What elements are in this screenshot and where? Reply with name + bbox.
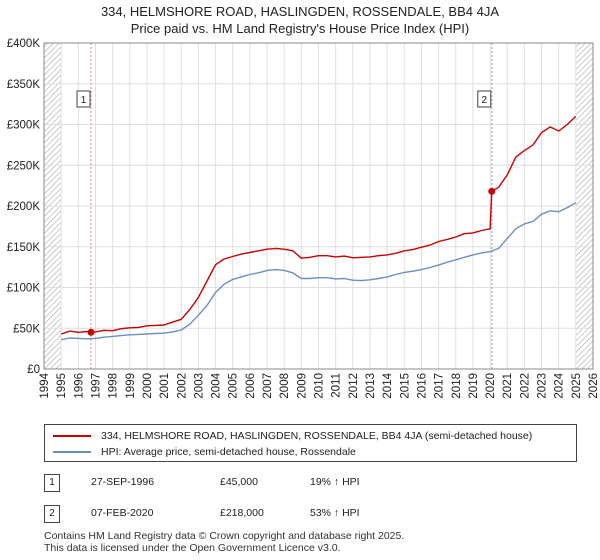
footer-copyright: Contains HM Land Registry data © Crown c… bbox=[44, 530, 405, 542]
sale-label: 2 bbox=[481, 95, 487, 106]
transaction-price: £218,000 bbox=[220, 507, 264, 519]
x-tick-label: 2010 bbox=[314, 373, 326, 399]
property-series-line bbox=[60, 115, 577, 335]
x-tick-label: 2013 bbox=[365, 373, 377, 399]
transaction-price: £45,000 bbox=[220, 476, 258, 488]
x-tick-label: 2025 bbox=[571, 373, 583, 399]
plot-frame bbox=[43, 42, 594, 370]
x-tick-label: 2003 bbox=[193, 373, 205, 399]
x-tick-label: 2022 bbox=[519, 373, 531, 399]
y-tick-label: £50K bbox=[13, 323, 40, 335]
sale-label-box bbox=[76, 90, 91, 108]
x-tick-label: 1994 bbox=[39, 372, 51, 398]
x-tick-label: 2015 bbox=[399, 373, 411, 399]
transaction-hpi-change: 19% ↑ HPI bbox=[310, 476, 360, 488]
footer-licence: This data is licensed under the Open Gov… bbox=[44, 542, 341, 554]
x-tick-label: 1996 bbox=[73, 373, 85, 399]
x-tick-label: 1998 bbox=[108, 373, 120, 399]
y-tick-label: £350K bbox=[7, 79, 41, 91]
x-tick-label: 2020 bbox=[485, 373, 497, 399]
y-tick-label: £0 bbox=[27, 364, 40, 376]
x-tick-label: 2021 bbox=[502, 373, 514, 399]
x-tick-label: 2002 bbox=[176, 373, 188, 399]
x-tick-label: 2000 bbox=[142, 373, 154, 399]
x-tick-label: 2001 bbox=[159, 373, 171, 399]
legend-swatch-property bbox=[53, 435, 91, 437]
hpi-series-line bbox=[61, 202, 577, 341]
sale-label-box bbox=[477, 90, 492, 108]
transaction-badge: 2 bbox=[44, 505, 60, 523]
price-chart: £0 £50K £100K £150K £200K £250K £300K £350K £400… bbox=[7, 38, 600, 399]
x-tick-label: 2016 bbox=[416, 373, 428, 399]
legend-swatch-hpi bbox=[53, 451, 91, 453]
x-tick-label: 1997 bbox=[90, 373, 102, 399]
x-tick-label: 2023 bbox=[537, 373, 549, 399]
x-tick-label: 2018 bbox=[451, 373, 463, 399]
sale-label: 1 bbox=[81, 95, 87, 106]
x-tick-label: 2005 bbox=[228, 373, 240, 399]
x-tick-label: 2007 bbox=[262, 373, 274, 399]
y-tick-label: £100K bbox=[7, 283, 41, 295]
y-tick-label: £250K bbox=[7, 160, 41, 172]
x-tick-label: 1999 bbox=[125, 373, 137, 399]
sale-point bbox=[488, 187, 496, 195]
x-tick-label: 2024 bbox=[554, 372, 566, 398]
x-tick-label: 2012 bbox=[348, 373, 360, 399]
chart-subtitle: Price paid vs. HM Land Registry's House … bbox=[130, 21, 470, 36]
x-tick-label: 2014 bbox=[382, 372, 394, 398]
x-tick-label: 2019 bbox=[468, 373, 480, 399]
x-tick-label: 2008 bbox=[279, 373, 291, 399]
x-tick-label: 2006 bbox=[245, 373, 257, 399]
y-tick-label: £300K bbox=[7, 120, 41, 132]
x-tick-label: 1995 bbox=[56, 373, 68, 399]
transaction-date: 27-SEP-1996 bbox=[91, 476, 155, 488]
y-tick-label: £150K bbox=[7, 242, 41, 254]
legend-item-hpi: HPI: Average price, semi-detached house,… bbox=[53, 444, 356, 460]
y-tick-label: £200K bbox=[7, 201, 41, 213]
chart-title: 334, HELMSHORE ROAD, HASLINGDEN, ROSSEND… bbox=[100, 4, 500, 19]
sale-point bbox=[87, 328, 95, 336]
legend-item-property: 334, HELMSHORE ROAD, HASLINGDEN, ROSSEND… bbox=[53, 428, 532, 444]
transaction-hpi-change: 53% ↑ HPI bbox=[310, 507, 360, 519]
footer: Contains HM Land Registry data © Crown c… bbox=[44, 530, 404, 554]
legend-label-hpi: HPI: Average price, semi-detached house,… bbox=[101, 446, 356, 458]
x-tick-label: 2026 bbox=[588, 373, 600, 399]
transaction-badge: 1 bbox=[44, 474, 60, 492]
transaction-date: 07-FEB-2020 bbox=[91, 507, 154, 519]
x-tick-label: 2004 bbox=[211, 372, 223, 398]
legend-label-property: 334, HELMSHORE ROAD, HASLINGDEN, ROSSEND… bbox=[101, 430, 533, 442]
x-tick-label: 2017 bbox=[434, 373, 446, 399]
x-tick-label: 2011 bbox=[331, 373, 343, 398]
y-tick-label: £400K bbox=[7, 38, 41, 50]
legend: 334, HELMSHORE ROAD, HASLINGDEN, ROSSEND… bbox=[44, 424, 577, 462]
x-tick-label: 2009 bbox=[296, 373, 308, 399]
